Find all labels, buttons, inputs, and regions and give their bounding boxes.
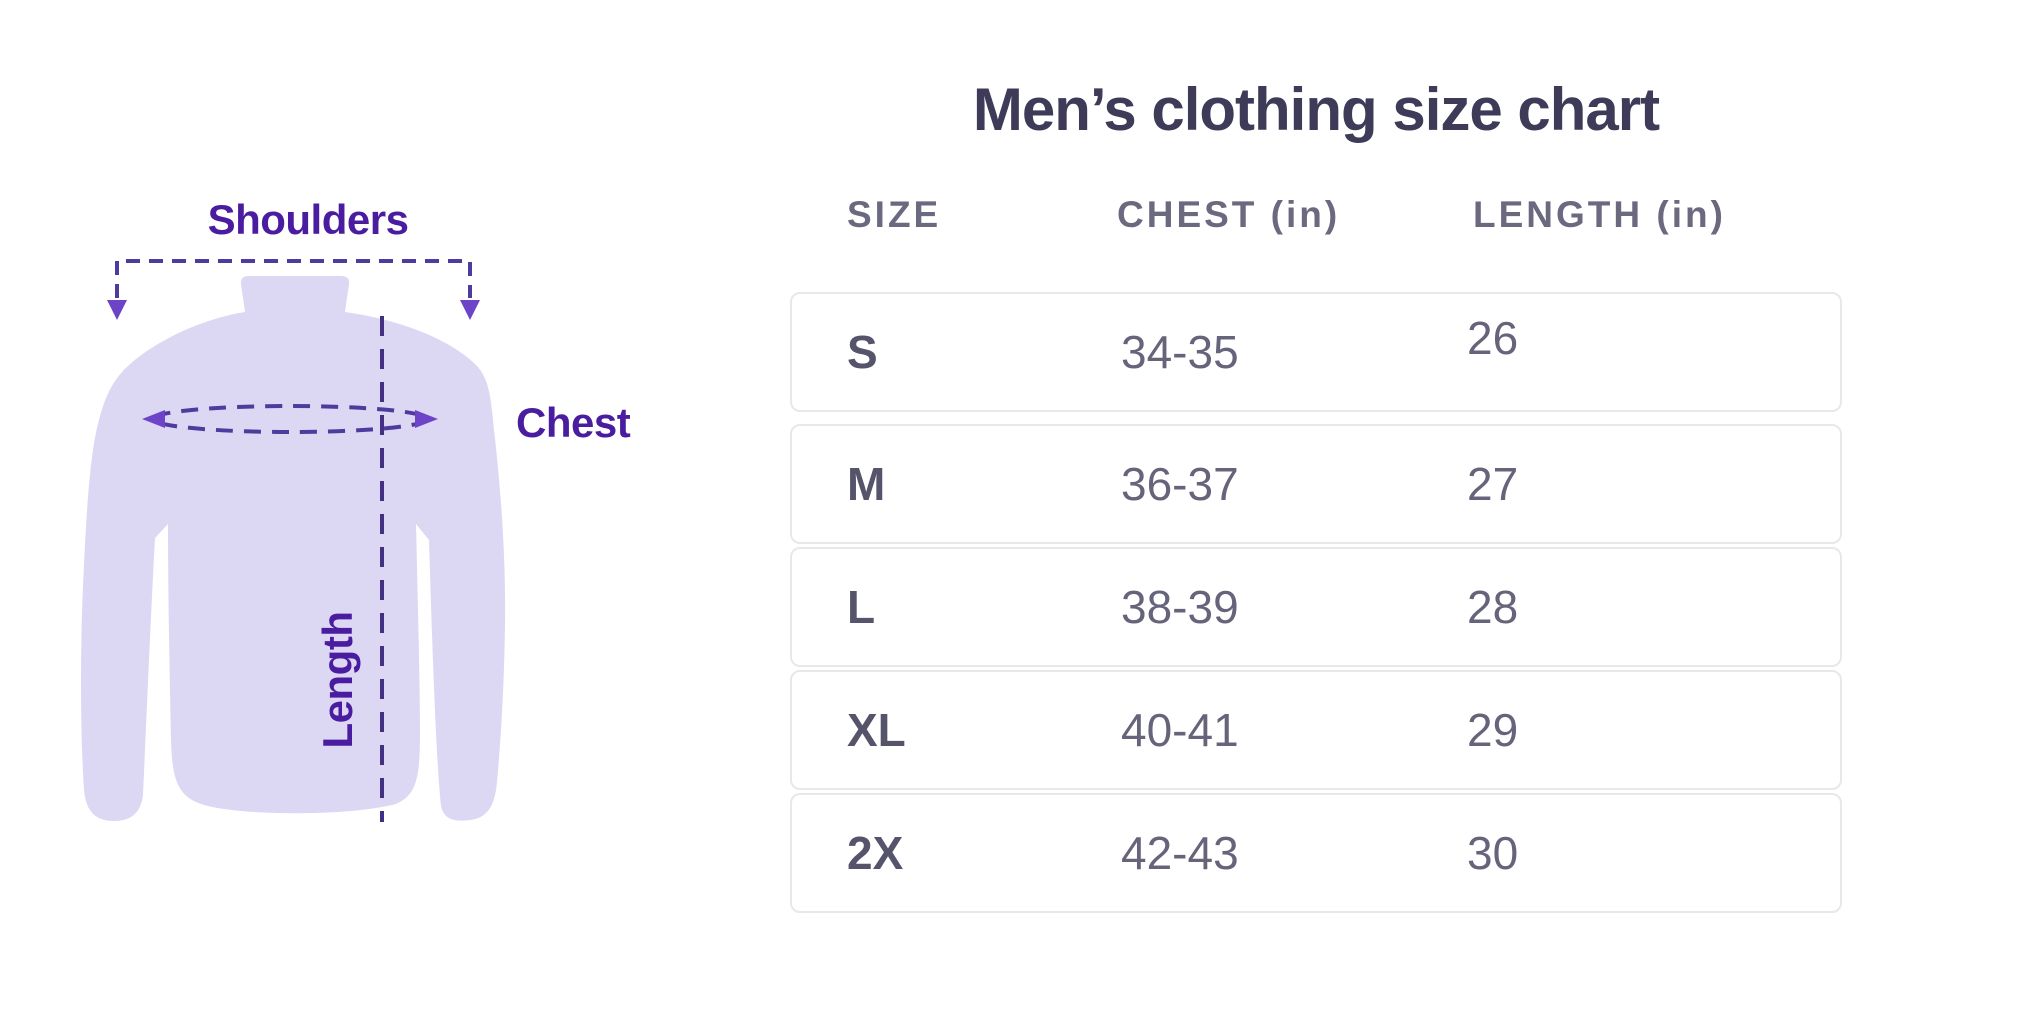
chest-cell: 42-43 [1121, 827, 1239, 879]
chest-arrow-left-icon [142, 410, 165, 428]
column-header-chest: CHEST (in) [1117, 194, 1341, 235]
size-cell: L [847, 581, 876, 633]
size-cell: M [847, 458, 886, 510]
size-cell: XL [847, 704, 906, 756]
length-cell: 26 [1467, 312, 1519, 364]
table-row: S 34-35 26 [790, 292, 1842, 412]
chest-cell: 34-35 [1121, 326, 1239, 378]
shoulder-arrow-left-icon [107, 300, 127, 320]
chest-arrow-right-icon [415, 410, 438, 428]
length-cell: 27 [1467, 458, 1519, 510]
chest-label: Chest [516, 399, 631, 446]
table-header-row: SIZE CHEST (in) LENGTH (in) [790, 196, 1842, 236]
table-row: XL 40-41 29 [790, 670, 1842, 790]
shoulders-bracket-line [115, 259, 472, 298]
chest-cell: 36-37 [1121, 458, 1239, 510]
table-row: L 38-39 28 [790, 547, 1842, 667]
length-cell: 28 [1467, 581, 1519, 633]
column-header-size: SIZE [847, 194, 942, 235]
size-cell: 2X [847, 827, 904, 879]
table-row: M 36-37 27 [790, 424, 1842, 544]
chest-cell: 38-39 [1121, 581, 1239, 633]
length-cell: 29 [1467, 704, 1519, 756]
chest-cell: 40-41 [1121, 704, 1239, 756]
shirt-back-illustration [81, 276, 506, 821]
shoulder-arrow-right-icon [460, 300, 480, 320]
column-header-length: LENGTH (in) [1473, 194, 1726, 235]
shoulders-label: Shoulders [208, 196, 409, 243]
table-row: 2X 42-43 30 [790, 793, 1842, 913]
length-cell: 30 [1467, 827, 1519, 879]
length-label: Length [314, 612, 361, 749]
page-title: Men’s clothing size chart [972, 76, 1660, 143]
shirt-diagram: Shoulders Chest Length [81, 196, 631, 822]
size-cell: S [847, 326, 878, 378]
